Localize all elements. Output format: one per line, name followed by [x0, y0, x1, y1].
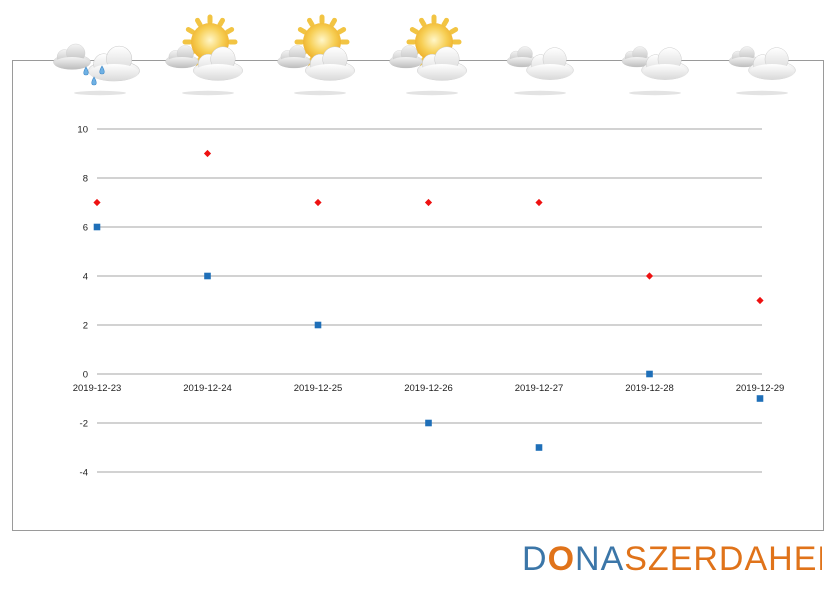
- min-temp-point: [756, 395, 764, 402]
- min-temp-point: [535, 444, 543, 451]
- x-tick-label: 2019-12-24: [183, 383, 232, 394]
- min-temp-point: [646, 370, 653, 378]
- max-temp-point: [424, 198, 433, 207]
- x-tick-label: 2019-12-26: [404, 383, 453, 394]
- cloud-icon: [621, 46, 689, 96]
- cloud-icon: [728, 46, 796, 96]
- min-temp-point: [204, 272, 211, 280]
- max-temp-point: [203, 149, 212, 158]
- y-tick-label: 8: [83, 174, 88, 185]
- x-tick-label: 2019-12-29: [736, 383, 785, 394]
- site-logo: DONASZERDAHELYI: [522, 540, 822, 578]
- max-temp-point: [93, 198, 101, 207]
- x-tick-label: 2019-12-27: [515, 383, 564, 394]
- logo-letters-szerdahelyi: SZERDAHELYI: [624, 540, 822, 578]
- min-temp-point: [314, 321, 322, 329]
- y-tick-label: 0: [83, 370, 88, 381]
- x-tick-label: 2019-12-28: [625, 383, 674, 394]
- logo-letters-na: NA: [575, 540, 624, 578]
- min-temp-point: [425, 419, 432, 427]
- x-tick-label: 2019-12-25: [294, 383, 343, 394]
- y-tick-label: 6: [83, 223, 88, 234]
- max-temp-point: [314, 198, 322, 207]
- max-temp-point: [535, 198, 543, 207]
- weather-forecast-row: [53, 14, 796, 96]
- sun-cloud-icon: [389, 14, 467, 96]
- max-temp-point: [756, 296, 764, 305]
- logo-letter-d: D: [522, 540, 548, 578]
- y-tick-label: 10: [77, 125, 88, 136]
- y-tick-label: -4: [80, 468, 88, 479]
- y-tick-label: 2: [83, 321, 88, 332]
- sun-cloud-icon: [277, 14, 355, 96]
- cloud-rain-icon: [53, 43, 140, 96]
- sun-cloud-icon: [165, 14, 243, 96]
- max-temp-point: [645, 272, 654, 280]
- x-tick-label: 2019-12-23: [73, 383, 122, 394]
- y-tick-label: -2: [80, 419, 88, 430]
- chart-frame: [12, 60, 824, 531]
- y-tick-label: 4: [83, 272, 88, 283]
- min-temp-point: [93, 223, 101, 231]
- cloud-icon: [506, 46, 574, 96]
- logo-text: DONASZERDAHELYI: [522, 540, 822, 578]
